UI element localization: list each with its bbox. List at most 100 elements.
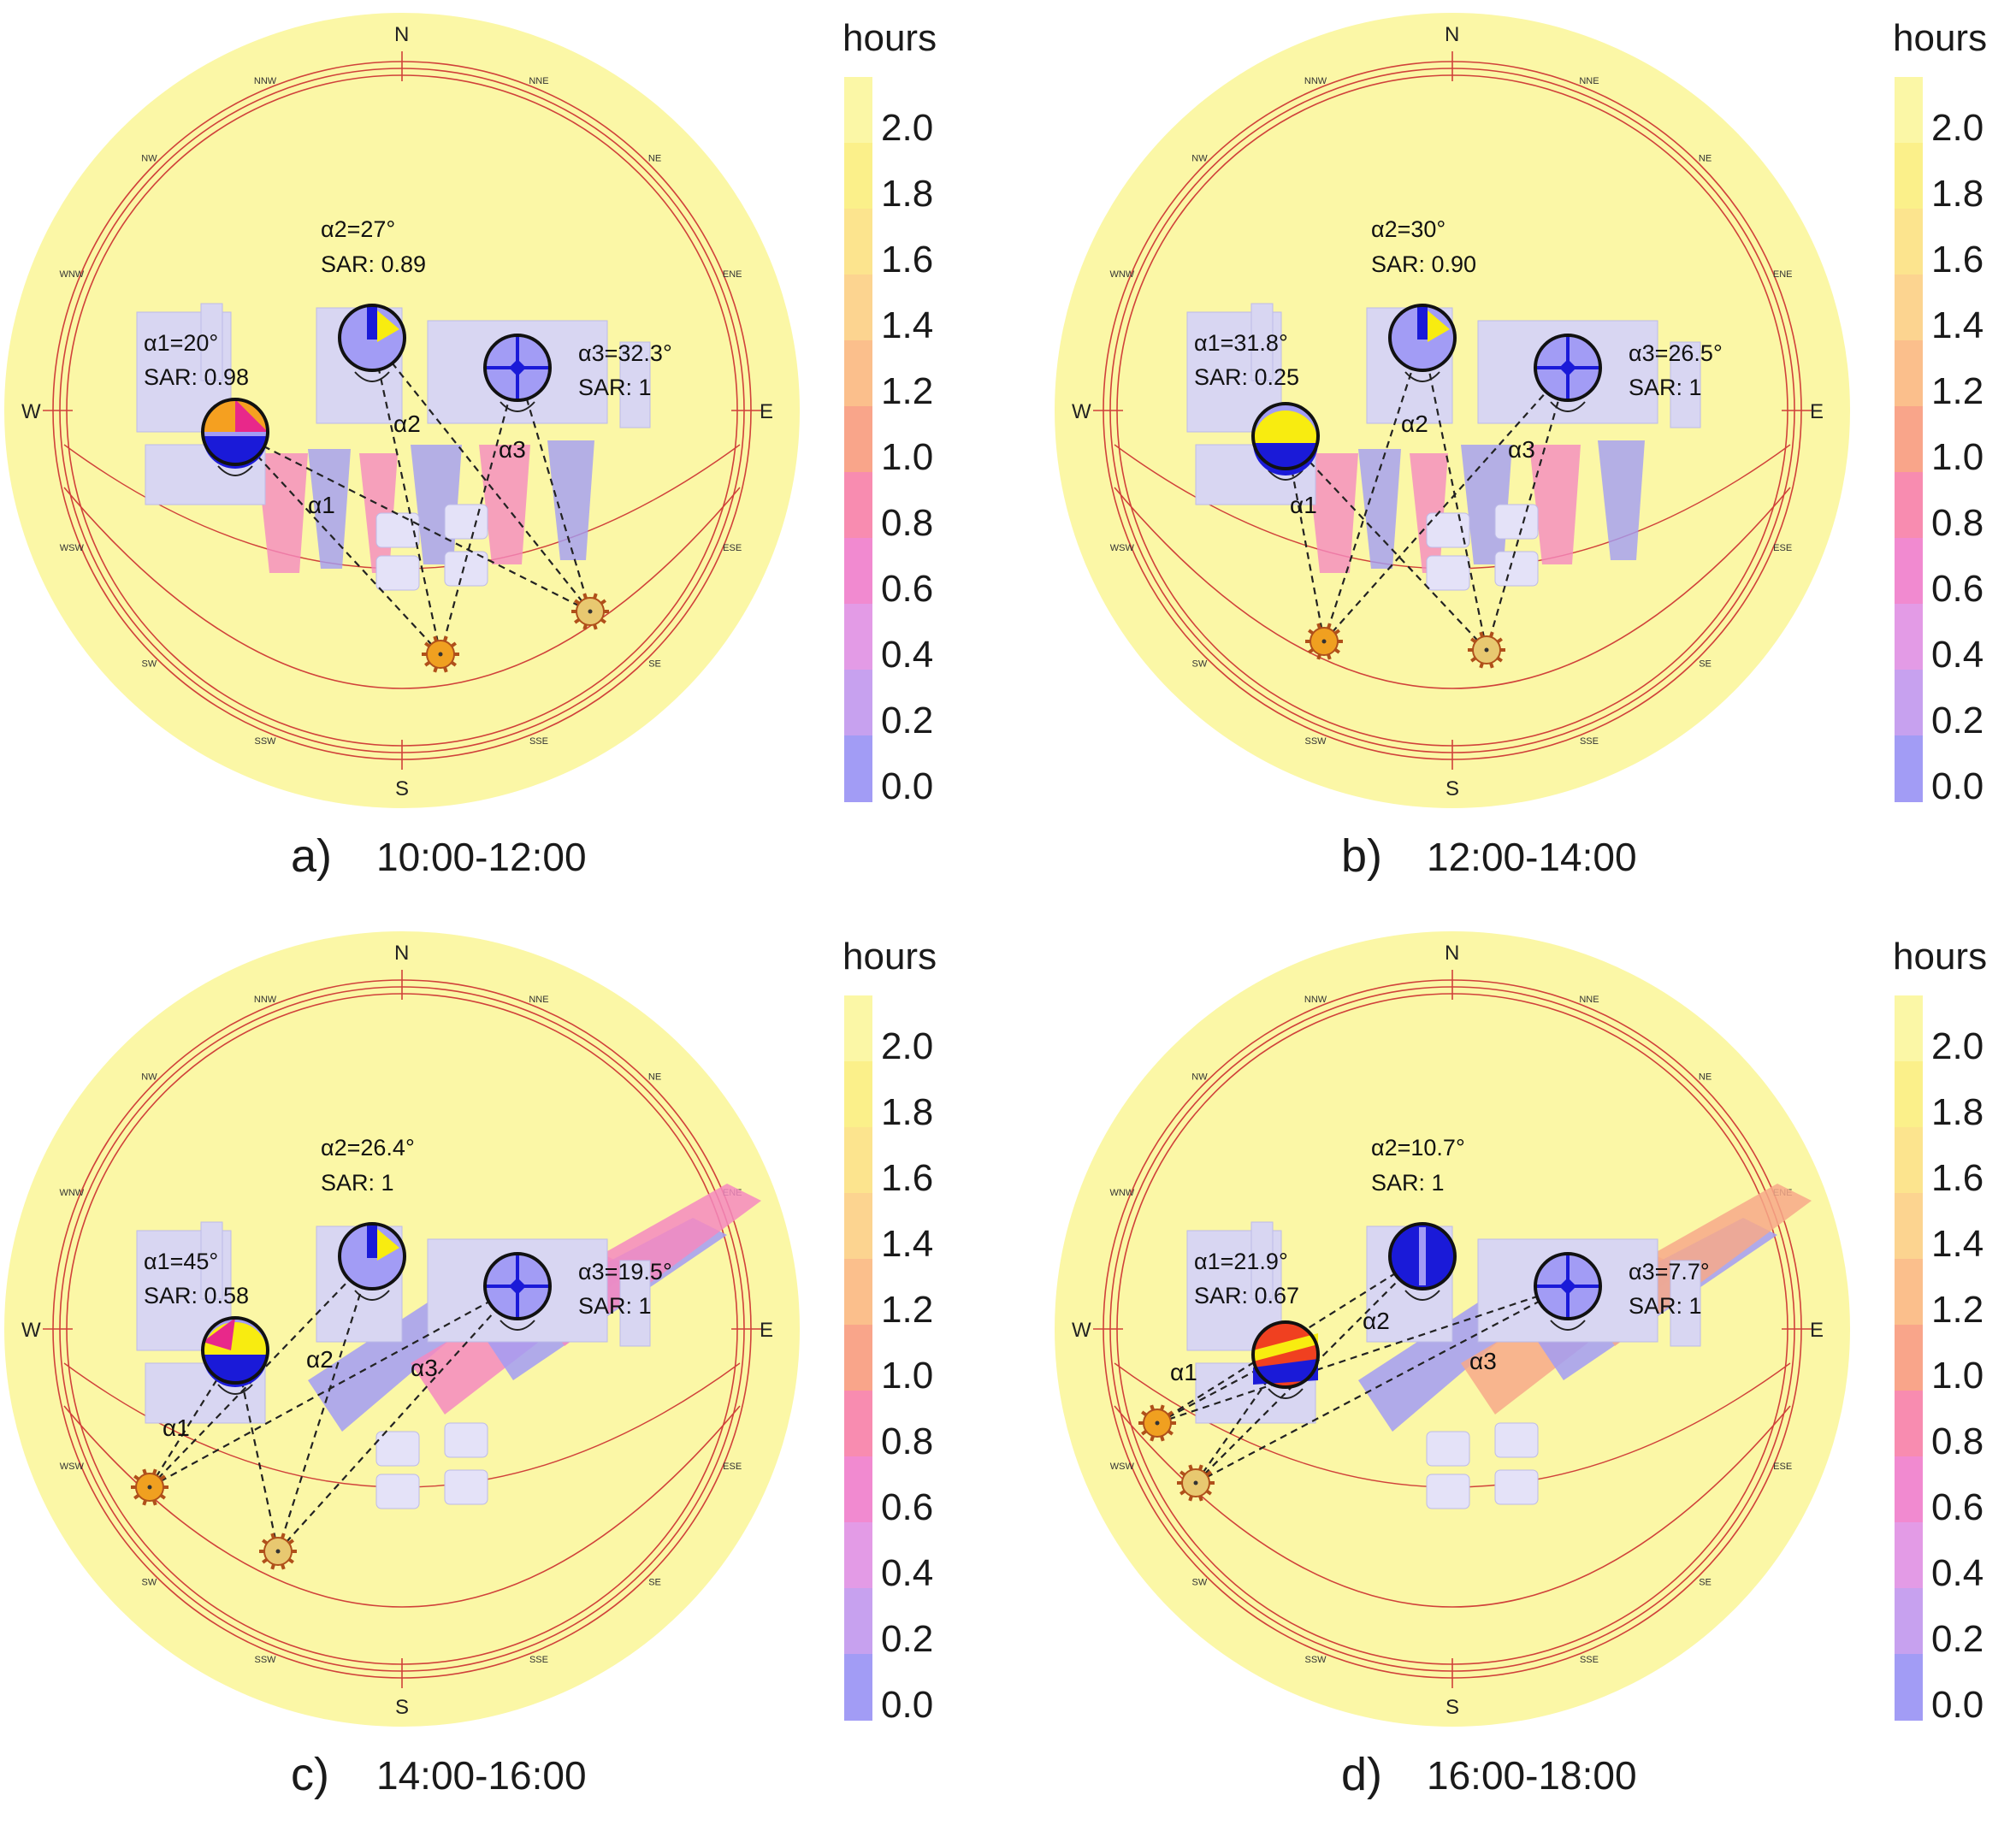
tower-footprint — [375, 1474, 420, 1509]
compass-plot: NESWNNENEENEESESESSESSWSWWSWWNWNWNNWα1=2… — [4, 13, 872, 808]
building-block — [619, 1260, 651, 1347]
legend-swatch — [1895, 1325, 1923, 1391]
sun-icon — [131, 1468, 168, 1506]
intercardinal-label: WSW — [60, 1462, 85, 1472]
legend-tick-label: 0.2 — [1931, 700, 1984, 741]
angle-arc — [354, 371, 390, 382]
compass-plot: NESWNNENEENEESESESSESSWSWWSWWNWNWNNWα1=4… — [4, 931, 872, 1727]
legend-tick-label: 0.6 — [881, 1486, 934, 1528]
legend-swatch — [1895, 1193, 1923, 1260]
building-block — [200, 303, 223, 381]
legend-swatch — [1895, 735, 1923, 802]
analysis-point-3 — [483, 334, 552, 402]
intercardinal-label: WSW — [1110, 543, 1135, 553]
panel-time-range: 16:00-18:00 — [1427, 1753, 1637, 1798]
intercardinal-label: NW — [141, 1072, 157, 1082]
compass-plot: NESWNNENEENEESESESSESSWSWWSWWNWNWNNWα1=3… — [1055, 13, 1923, 808]
tower-footprint — [375, 555, 420, 591]
annotation-text: α3=32.3° — [578, 340, 672, 366]
legend-tick-label: 1.0 — [881, 436, 934, 478]
legend-tick-label: 0.0 — [881, 1684, 934, 1726]
cardinal-label: N — [394, 942, 409, 965]
legend-swatch — [844, 406, 872, 473]
legend-title: hours — [842, 17, 937, 59]
cardinal-label: W — [21, 1319, 41, 1342]
sun-ray-line — [1156, 1285, 1569, 1425]
angle-arc — [217, 1384, 253, 1395]
intercardinal-label: NE — [1699, 1072, 1712, 1082]
sun-ray-line — [1285, 435, 1487, 651]
legend-tick-label: 0.6 — [881, 568, 934, 610]
legend-swatch — [844, 995, 872, 1062]
legend-swatch — [1895, 209, 1923, 275]
tower-footprint — [375, 512, 420, 548]
angle-arc — [1550, 401, 1586, 412]
sun-ray-line — [370, 337, 442, 655]
legend-swatch — [844, 1259, 872, 1326]
legend-title: hours — [1893, 17, 1988, 59]
legend-tick-label: 1.6 — [881, 1157, 934, 1199]
sun-ray-line — [439, 367, 519, 655]
annotation-text: SAR: 1 — [1629, 1293, 1702, 1319]
legend-swatch — [844, 1456, 872, 1523]
legend-swatch — [844, 670, 872, 736]
legend-swatch — [1895, 1127, 1923, 1194]
shadow-region — [1529, 445, 1581, 564]
legend-tick-label: 1.6 — [1931, 1157, 1984, 1199]
annotation-text: α1=21.9° — [1194, 1249, 1288, 1274]
cardinal-label: E — [1810, 400, 1824, 423]
legend-tick-label: 0.4 — [1931, 634, 1984, 676]
intercardinal-label: NW — [141, 153, 157, 163]
intercardinal-label: SSW — [1305, 1655, 1327, 1665]
tower-footprint — [444, 1469, 488, 1505]
cardinal-label: N — [394, 23, 409, 46]
annotation-text: α3=7.7° — [1629, 1259, 1710, 1285]
intercardinal-label: NW — [1191, 153, 1208, 163]
building-block — [200, 1221, 223, 1300]
annotation-text: α1=45° — [144, 1249, 218, 1274]
sun-path-arc — [63, 1405, 741, 1608]
intercardinal-label: SW — [1192, 659, 1208, 670]
sun-icon — [259, 1533, 297, 1570]
intercardinal-label: ESE — [723, 543, 742, 553]
intercardinal-label: SE — [648, 1578, 661, 1588]
legend-swatch — [844, 1127, 872, 1194]
angle-arc — [500, 401, 535, 412]
legend-tick-label: 1.2 — [1931, 1289, 1984, 1331]
legend-tick-label: 2.0 — [881, 107, 934, 149]
legend-tick-label: 1.8 — [881, 173, 934, 215]
legend-swatch — [1895, 1588, 1923, 1655]
cardinal-label: N — [1445, 942, 1459, 965]
site-plan — [1186, 303, 1701, 591]
legend-tick-label: 0.8 — [1931, 1420, 1984, 1462]
legend-swatch — [1895, 406, 1923, 473]
sun-ray-line — [1323, 367, 1569, 642]
annotation-text: SAR: 0.90 — [1371, 251, 1476, 277]
tower-footprint — [1426, 512, 1470, 548]
legend-tick-label: 1.8 — [881, 1091, 934, 1133]
intercardinal-label: NE — [1699, 153, 1712, 163]
intercardinal-label: SSE — [529, 1655, 548, 1665]
legend-tick-label: 1.8 — [1931, 173, 1984, 215]
analysis-point-1 — [1251, 1320, 1320, 1389]
panel-time-range: 14:00-16:00 — [376, 1753, 587, 1798]
legend-swatch — [1895, 604, 1923, 670]
legend-swatch — [1895, 143, 1923, 210]
intercardinal-label: ESE — [723, 1462, 742, 1472]
annotation-text: α3=26.5° — [1629, 340, 1723, 366]
cardinal-label: E — [1810, 1319, 1824, 1342]
angle-label: α1 — [1290, 492, 1317, 518]
legend-swatch — [844, 340, 872, 407]
intercardinal-label: WNW — [1109, 1188, 1134, 1198]
legend-tick-label: 0.6 — [1931, 568, 1984, 610]
intercardinal-label: SSE — [1580, 1655, 1599, 1665]
angle-label: α2 — [1363, 1308, 1390, 1334]
legend-tick-label: 2.0 — [1931, 107, 1984, 149]
intercardinal-label: ENE — [723, 269, 742, 280]
tower-footprint — [1494, 551, 1539, 587]
annotation-text: SAR: 1 — [321, 1170, 394, 1196]
intercardinal-label: SW — [142, 1578, 157, 1588]
tower-footprint — [444, 504, 488, 540]
legend-tick-label: 1.4 — [881, 1223, 934, 1265]
